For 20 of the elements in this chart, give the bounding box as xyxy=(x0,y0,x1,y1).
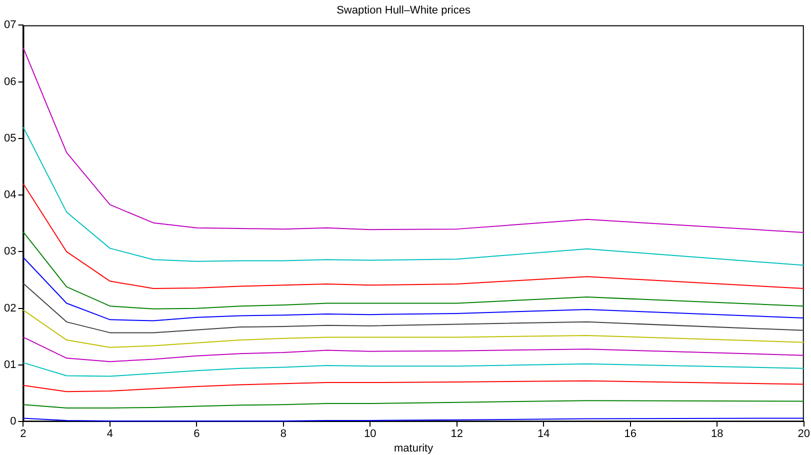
y-tick-label: 05 xyxy=(4,132,16,144)
y-tick-label: 03 xyxy=(4,246,16,258)
x-tick-label: 8 xyxy=(280,428,287,440)
x-axis-title: maturity xyxy=(394,442,434,454)
x-tick-label: 14 xyxy=(538,428,550,440)
y-tick-label: 0 xyxy=(10,416,16,428)
x-tick-label: 2 xyxy=(20,428,26,440)
x-tick-label: 12 xyxy=(450,428,464,440)
chart-title: Swaption Hull–White prices xyxy=(336,4,471,17)
y-tick-label: 04 xyxy=(4,189,16,202)
y-tick-label: 06 xyxy=(4,76,16,88)
x-tick-label: 4 xyxy=(106,428,114,440)
x-tick-label: 18 xyxy=(711,428,724,440)
x-tick-label: 6 xyxy=(194,428,200,440)
y-tick-label: 07 xyxy=(4,19,16,32)
x-tick-label: 16 xyxy=(624,428,637,440)
x-tick-label: 20 xyxy=(798,428,810,440)
y-tick-label: 02 xyxy=(4,302,16,314)
x-tick-label: 10 xyxy=(364,428,376,440)
y-tick-label: 01 xyxy=(4,359,16,372)
